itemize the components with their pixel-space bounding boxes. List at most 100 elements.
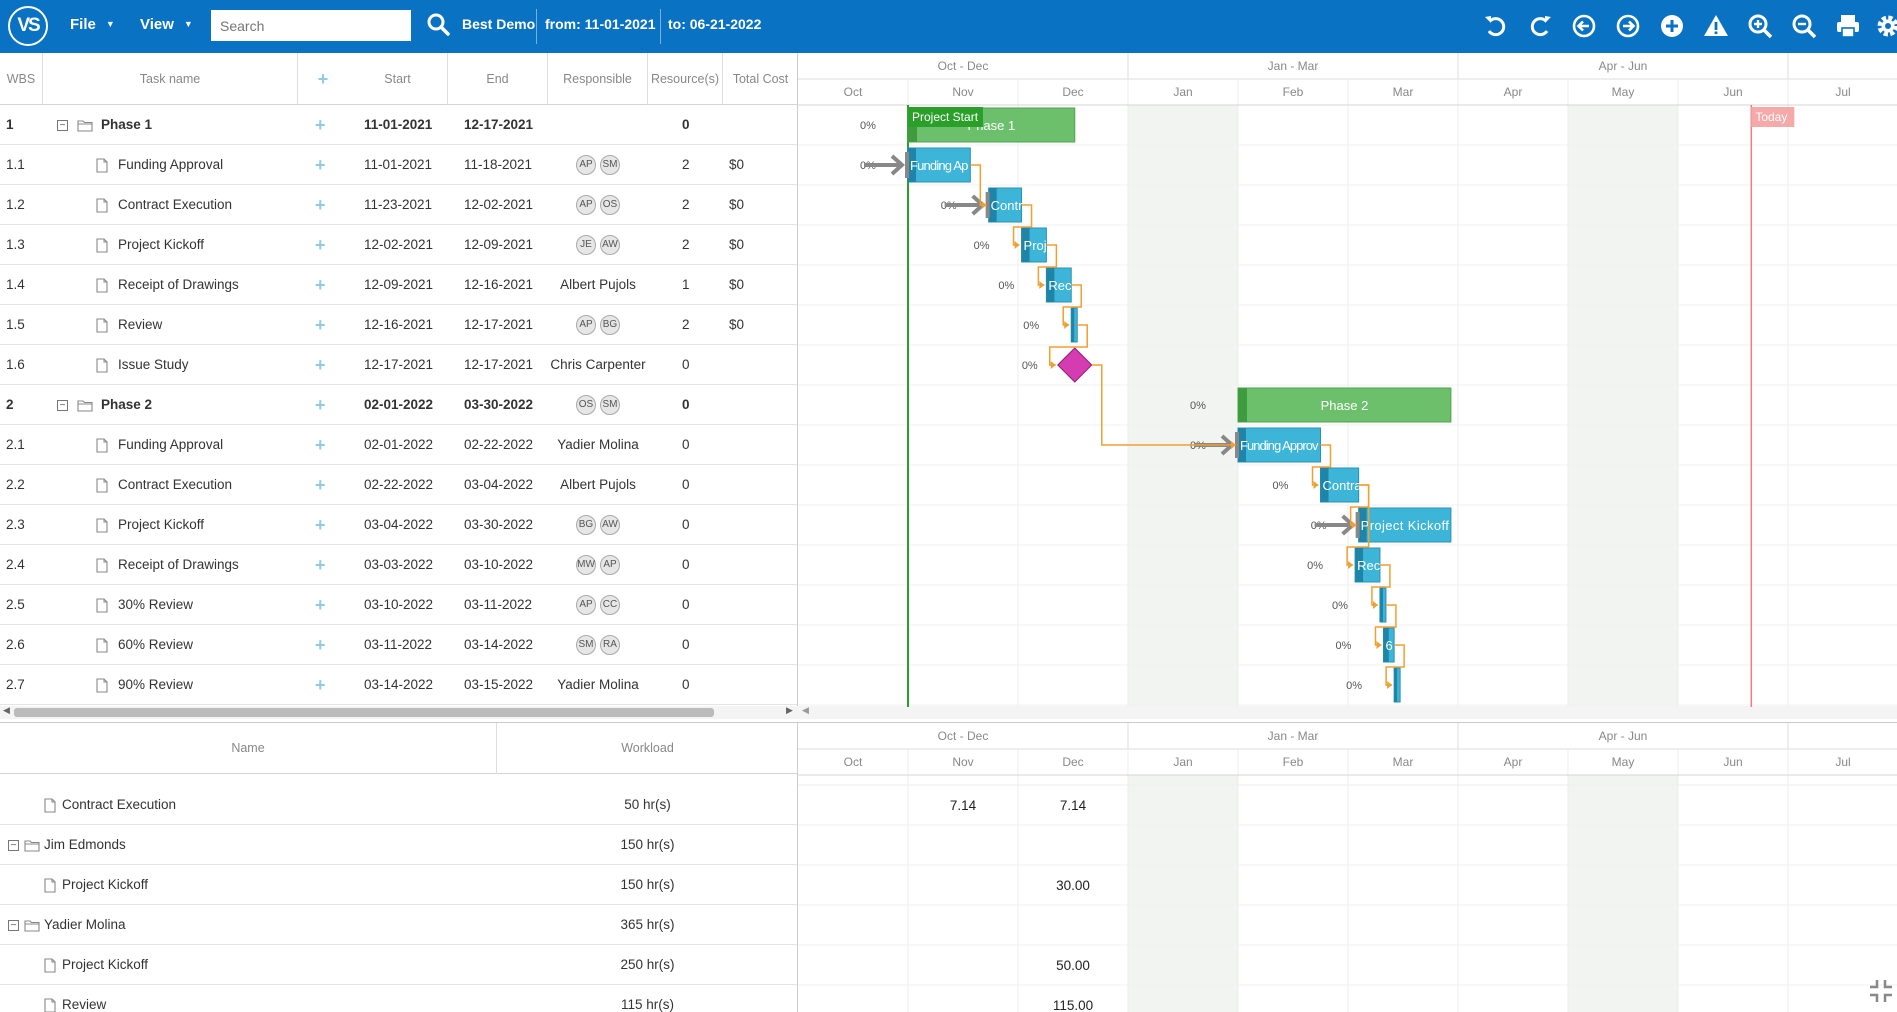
task-name-cell[interactable]: Contract Execution <box>96 185 232 225</box>
task-bar[interactable]: Rec <box>1354 547 1381 583</box>
responsible-cell[interactable]: Yadier Molina <box>548 425 648 465</box>
resource-task-row[interactable]: Project Kickoff 250 hr(s) <box>0 945 797 985</box>
col-wbs[interactable]: WBS <box>0 53 43 105</box>
phase-row[interactable]: 1 − Phase 1 +11-01-2021 12-17-2021 0 <box>0 105 797 145</box>
task-bar[interactable]: Proj <box>1021 227 1047 263</box>
task-bar[interactable]: Contra <box>988 187 1031 223</box>
dependency-link[interactable] <box>1091 364 1236 446</box>
responsible-cell[interactable]: AP CC <box>548 585 648 625</box>
avatar[interactable]: MW <box>576 555 596 576</box>
resource-name-cell[interactable]: − Yadier Molina <box>8 905 126 945</box>
task-bar[interactable]: 6 <box>1382 627 1395 663</box>
task-name-cell[interactable]: 90% Review <box>96 665 193 705</box>
avatar[interactable]: AW <box>600 515 620 536</box>
start-cell[interactable]: 12-09-2021 <box>364 277 434 292</box>
resource-task-row[interactable]: Contract Execution 50 hr(s) <box>0 785 797 825</box>
col-task-name[interactable]: Task name <box>43 53 298 105</box>
add-subtask-button[interactable]: + <box>315 115 326 135</box>
resource-group-row[interactable]: − Yadier Molina 365 hr(s) <box>0 905 797 945</box>
summary-bar[interactable]: Phase 1 <box>907 107 1076 143</box>
grid-scrollbar[interactable]: ◀ ▶ <box>0 705 798 719</box>
scroll-left-icon[interactable]: ◀ <box>802 705 809 715</box>
phase-row[interactable]: 2 − Phase 2 +02-01-2022 03-30-2022 OS SM 0 <box>0 385 797 425</box>
task-name-cell[interactable]: Review <box>96 305 162 345</box>
dependency-link[interactable] <box>1012 204 1033 246</box>
responsible-cell[interactable]: AP BG <box>548 305 648 345</box>
resource-task-row[interactable]: Project Kickoff 150 hr(s) <box>0 865 797 905</box>
avatar[interactable]: AW <box>600 235 620 256</box>
grid-scroll-thumb[interactable] <box>14 708 714 717</box>
add-subtask-button[interactable]: + <box>315 235 326 255</box>
add-subtask-button[interactable]: + <box>315 595 326 615</box>
add-task-button[interactable]: + <box>317 69 329 89</box>
resource-group-row[interactable]: − Jim Edmonds 150 hr(s) <box>0 825 797 865</box>
avatar[interactable]: AP <box>600 555 620 576</box>
task-name-cell[interactable]: Receipt of Drawings <box>96 265 239 305</box>
collapse-icon[interactable] <box>1868 978 1894 1004</box>
add-subtask-button[interactable]: + <box>315 395 326 415</box>
task-row[interactable]: 2.7 90% Review +03-14-2022 03-15-2022 Yadier… <box>0 665 797 705</box>
file-menu[interactable]: File ▼ <box>70 16 115 33</box>
avatar[interactable]: SM <box>600 155 620 176</box>
resource-name-cell[interactable]: Project Kickoff <box>44 865 148 905</box>
start-cell[interactable]: 03-14-2022 <box>364 677 434 692</box>
resource-name-cell[interactable]: Project Kickoff <box>44 945 148 985</box>
add-subtask-button[interactable]: + <box>315 635 326 655</box>
avatar[interactable]: SM <box>600 395 620 416</box>
responsible-cell[interactable]: AP SM <box>548 145 648 185</box>
col-responsible[interactable]: Responsible <box>548 53 648 105</box>
add-subtask-button[interactable]: + <box>315 515 326 535</box>
responsible-cell[interactable]: BG AW <box>548 505 648 545</box>
start-cell[interactable]: 03-04-2022 <box>364 517 434 532</box>
col-resources[interactable]: Resource(s) <box>648 53 723 105</box>
task-bar-body[interactable] <box>1237 427 1321 463</box>
summary-bar[interactable]: Phase 2 <box>1237 387 1452 423</box>
add-subtask-button[interactable]: + <box>315 555 326 575</box>
collapse-toggle-icon[interactable]: − <box>57 399 68 411</box>
start-cell[interactable]: 11-01-2021 <box>364 117 433 132</box>
avatar[interactable]: CC <box>600 595 620 616</box>
end-cell[interactable]: 03-14-2022 <box>464 637 534 652</box>
avatar[interactable]: BG <box>600 315 620 336</box>
end-cell[interactable]: 03-10-2022 <box>464 557 534 572</box>
view-menu[interactable]: View ▼ <box>140 16 193 33</box>
col-start[interactable]: Start <box>348 53 448 105</box>
avatar[interactable]: SM <box>576 635 596 656</box>
task-row[interactable]: 1.5 Review +12-16-2021 12-17-2021 AP BG 2 $0 <box>0 305 797 345</box>
task-bar-body[interactable] <box>1358 507 1452 543</box>
task-bar[interactable]: Funding Ap <box>907 147 971 183</box>
col-name[interactable]: Name <box>0 723 497 774</box>
responsible-cell[interactable]: Albert Pujols <box>548 465 648 505</box>
col-end[interactable]: End <box>448 53 548 105</box>
avatar[interactable]: AP <box>576 155 596 176</box>
task-name-cell[interactable]: Contract Execution <box>96 465 232 505</box>
task-name-cell[interactable]: Funding Approval <box>96 425 223 465</box>
task-row[interactable]: 2.2 Contract Execution +02-22-2022 03-04-20… <box>0 465 797 505</box>
chart-scrollbar[interactable]: ◀ <box>798 705 1897 719</box>
task-name-cell[interactable]: 30% Review <box>96 585 193 625</box>
task-name-cell[interactable]: Project Kickoff <box>96 505 204 545</box>
task-row[interactable]: 1.1 Funding Approval +11-01-2021 11-18-2021… <box>0 145 797 185</box>
avatar[interactable]: OS <box>576 395 596 416</box>
task-row[interactable]: 1.3 Project Kickoff +12-02-2021 12-09-2021 J… <box>0 225 797 265</box>
task-name-cell[interactable]: − Phase 2 <box>57 385 152 425</box>
start-cell[interactable]: 11-01-2021 <box>364 157 433 172</box>
task-name-cell[interactable]: Project Kickoff <box>96 225 204 265</box>
zoom-out-icon[interactable] <box>1790 12 1818 40</box>
milestone[interactable] <box>1057 347 1093 383</box>
settings-icon[interactable] <box>1874 12 1897 40</box>
col-workload[interactable]: Workload <box>621 741 674 755</box>
responsible-cell[interactable]: Yadier Molina <box>548 665 648 705</box>
add-subtask-button[interactable]: + <box>315 475 326 495</box>
responsible-cell[interactable] <box>548 105 648 145</box>
task-bar[interactable]: Funding Approv <box>1237 427 1321 463</box>
start-cell[interactable]: 03-03-2022 <box>364 557 434 572</box>
warning-icon[interactable] <box>1702 12 1730 40</box>
resource-name-cell[interactable]: − Jim Edmonds <box>8 825 126 865</box>
search-icon[interactable] <box>426 12 450 36</box>
end-cell[interactable]: 03-04-2022 <box>464 477 534 492</box>
resource-name-cell[interactable]: Contract Execution <box>44 785 176 825</box>
task-row[interactable]: 2.4 Receipt of Drawings +03-03-2022 03-10-2… <box>0 545 797 585</box>
add-subtask-button[interactable]: + <box>315 275 326 295</box>
end-cell[interactable]: 12-17-2021 <box>464 317 534 332</box>
